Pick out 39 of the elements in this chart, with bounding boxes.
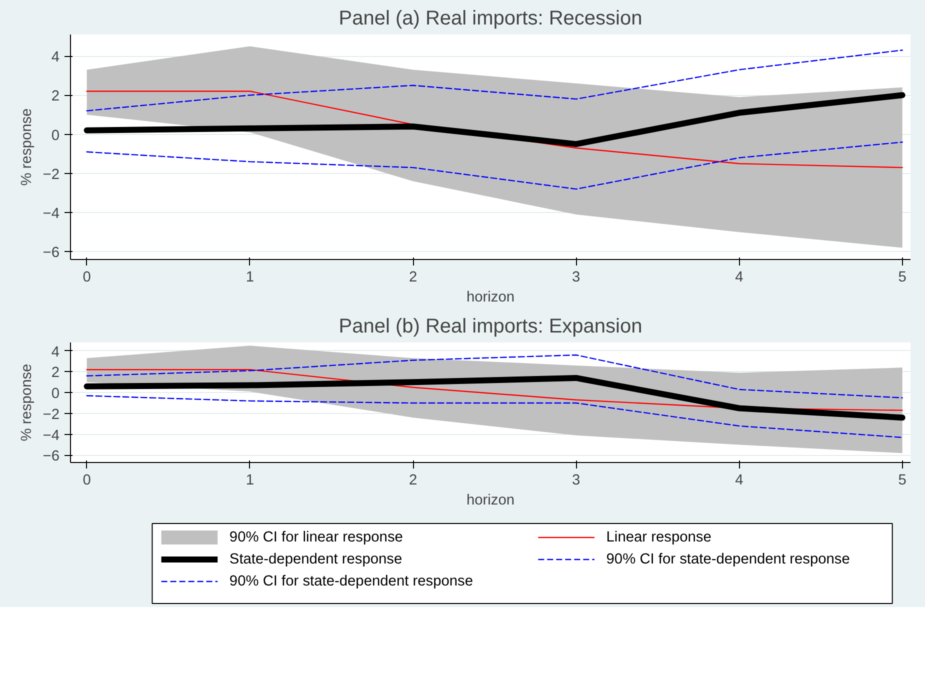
x-tick-label: 2 <box>408 270 418 286</box>
x-tick-label: 5 <box>898 472 906 488</box>
line-series <box>86 354 903 398</box>
x-tick-label: 4 <box>735 270 744 286</box>
line-series <box>86 142 903 190</box>
x-tick-label: 2 <box>408 472 418 488</box>
y-axis-title: % response <box>18 108 35 186</box>
y-tick-label: −4 <box>42 206 60 222</box>
line-series <box>86 395 903 438</box>
y-tick-label: 0 <box>51 386 60 402</box>
x-tick-label: 0 <box>82 472 91 488</box>
x-tick-label: 1 <box>246 270 254 286</box>
x-tick-label: 1 <box>246 472 254 488</box>
legend-label: 90% CI for linear response <box>229 530 403 546</box>
y-tick-label: 4 <box>51 50 60 66</box>
x-tick-label: 5 <box>898 270 906 286</box>
x-tick-label: 3 <box>572 472 580 488</box>
legend-label: 90% CI for state-dependent response <box>229 574 474 590</box>
x-tick-label: 3 <box>572 270 580 286</box>
y-tick-label: −4 <box>42 428 60 444</box>
y-tick-label: 2 <box>51 365 60 382</box>
legend-label: 90% CI for state-dependent response <box>606 552 850 568</box>
y-tick-label: −2 <box>42 406 60 423</box>
x-tick-label: 0 <box>82 270 91 286</box>
chart-title: Panel (a) Real imports: Recession <box>338 8 642 30</box>
y-tick-label: 0 <box>51 128 60 144</box>
legend-label: Linear response <box>606 530 712 546</box>
y-tick-label: −6 <box>42 245 60 262</box>
y-tick-label: −6 <box>42 448 60 465</box>
y-tick-label: 4 <box>51 344 60 360</box>
y-tick-label: 2 <box>51 88 60 105</box>
y-axis-title: % response <box>18 364 35 442</box>
x-axis-title: horizon <box>466 290 515 306</box>
x-tick-label: 4 <box>735 472 744 488</box>
line-series <box>86 50 903 112</box>
x-axis-title: horizon <box>466 492 515 508</box>
legend-label: State-dependent response <box>229 552 402 568</box>
chart-title: Panel (b) Real imports: Expansion <box>338 316 642 338</box>
y-tick-label: −2 <box>42 166 60 183</box>
